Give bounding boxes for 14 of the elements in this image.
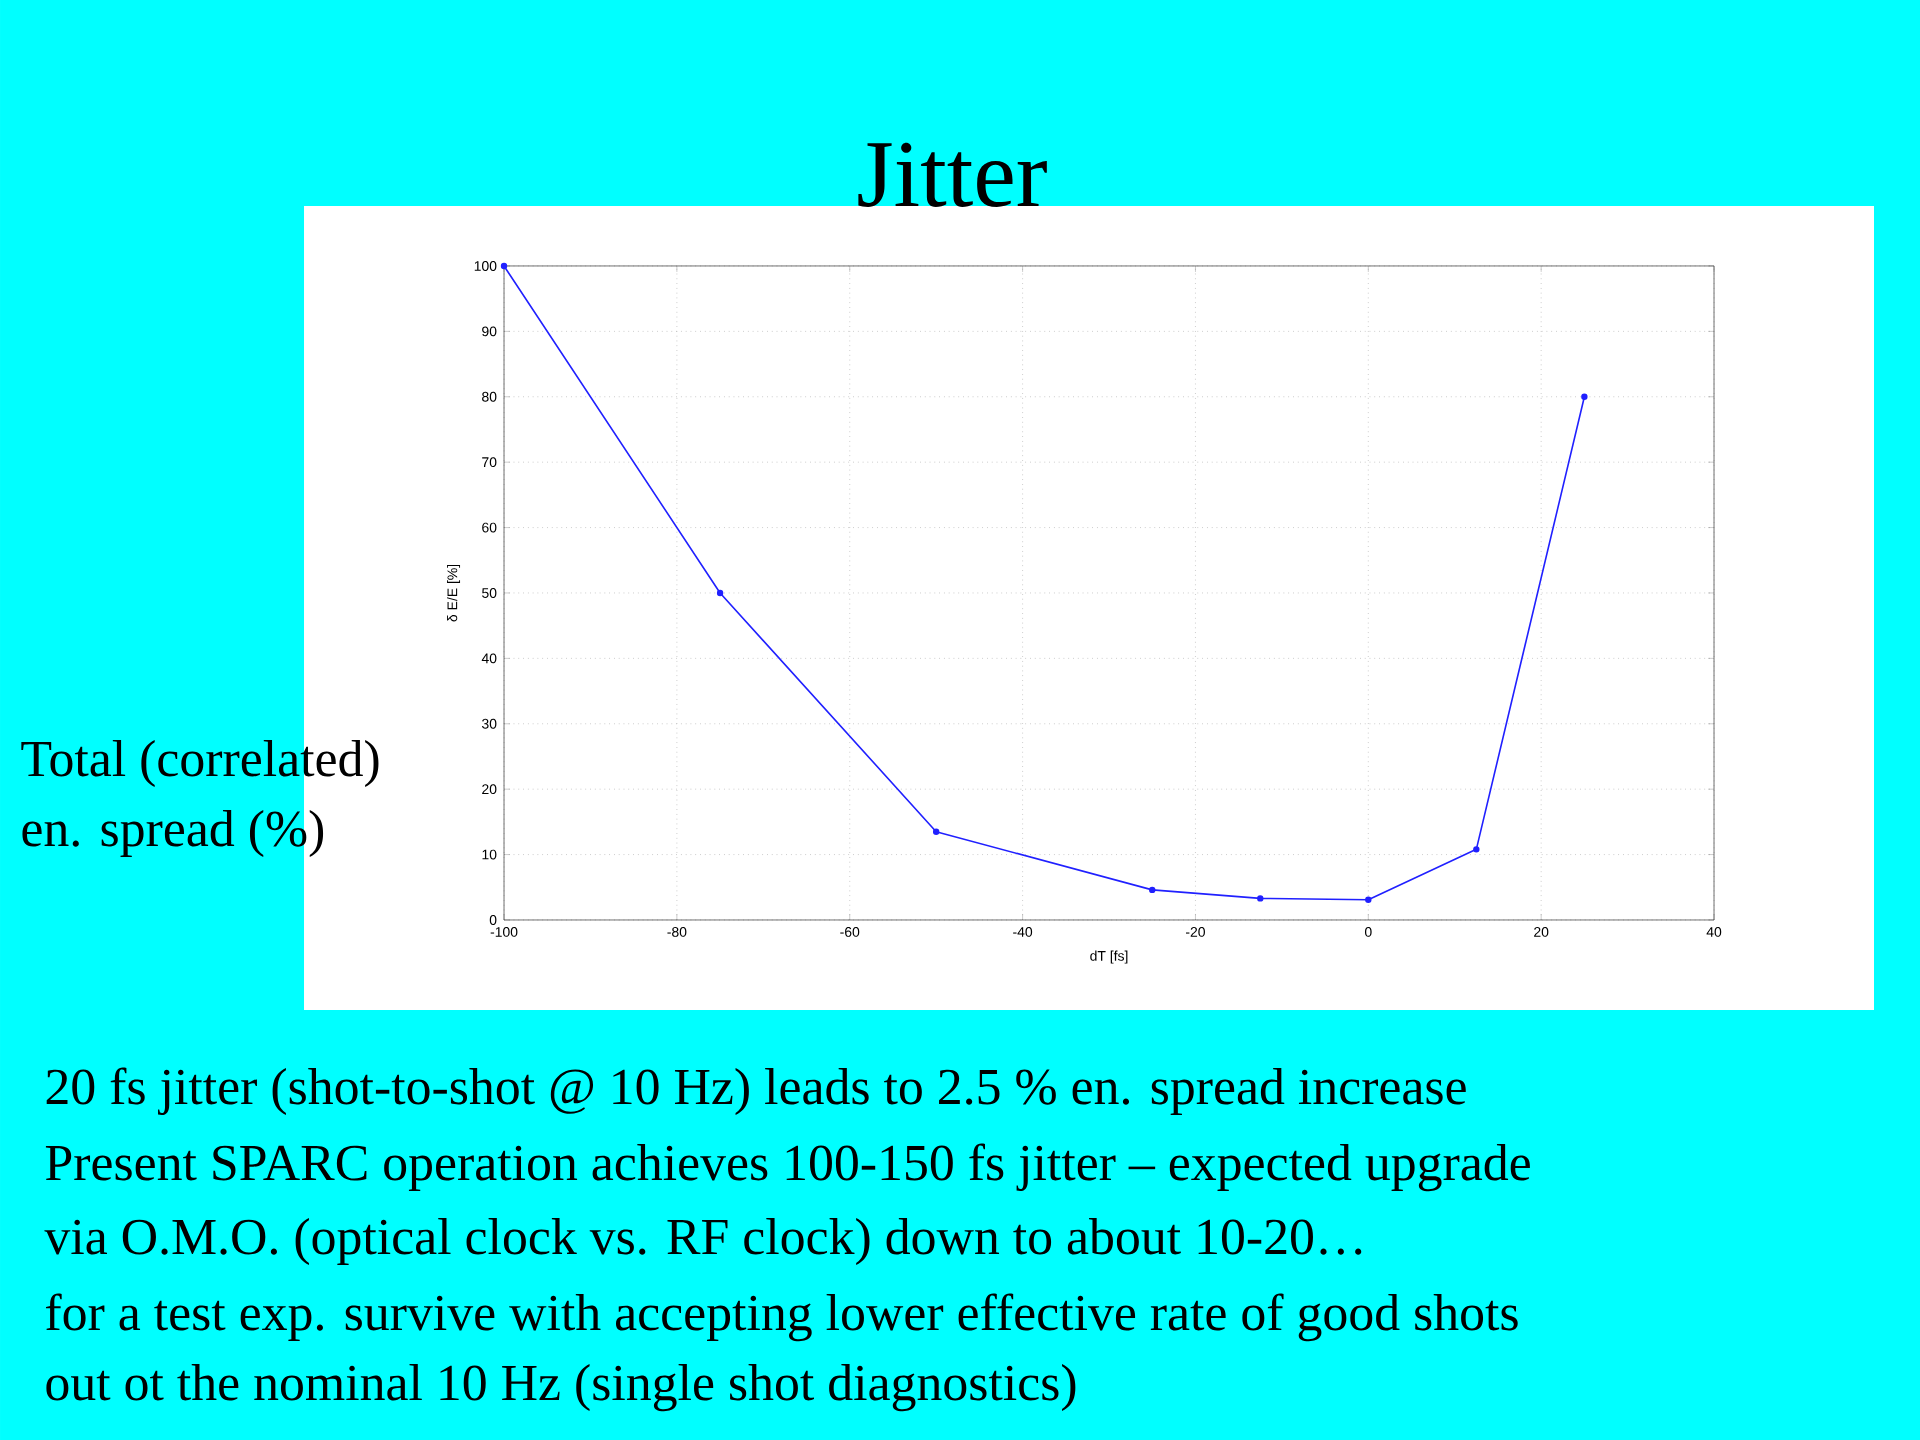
point bbox=[716, 589, 724, 597]
chart-title: Jitter bbox=[858, 142, 1047, 207]
text: for a test exp. survive with accepting lower effective rate of good shots bbox=[46, 1293, 1518, 1342]
text: 20 fs jitter (shot-to-shot @ 10 Hz) leads to 2.5 % en. spread increase bbox=[46, 1067, 1466, 1115]
point bbox=[1581, 393, 1588, 400]
point bbox=[1257, 895, 1264, 902]
text: via O.M.O. (optical clock vs. RF clock) down to about 10-20… bbox=[44, 1218, 1362, 1265]
point bbox=[1365, 896, 1372, 903]
point bbox=[1149, 886, 1156, 894]
point bbox=[932, 828, 940, 835]
text: out ot the nominal 10 Hz (single shot diagnostics) bbox=[46, 1364, 1076, 1412]
point bbox=[1473, 846, 1480, 853]
text: Present SPARC operation achieves 100-150 fs jitter – expected upgrade bbox=[45, 1143, 1530, 1192]
point bbox=[500, 262, 508, 270]
